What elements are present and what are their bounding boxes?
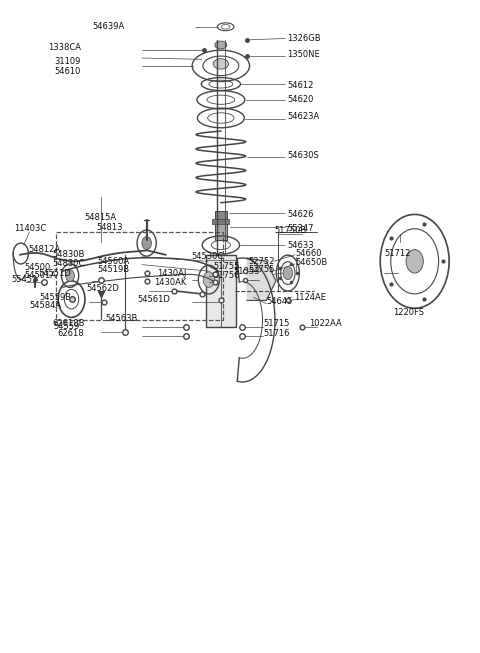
Bar [212,219,229,224]
Text: 62618: 62618 [58,328,84,338]
Text: 1338CA: 1338CA [48,43,81,52]
Text: 51750B: 51750B [275,225,307,234]
Text: 1430AK: 1430AK [154,278,186,287]
Text: 55451: 55451 [11,275,37,284]
Text: 52752: 52752 [248,257,275,266]
Text: 51755: 51755 [214,262,240,271]
Text: 54561D: 54561D [138,295,170,304]
Text: 51712: 51712 [384,249,411,258]
Bar [215,220,227,240]
Text: 54645: 54645 [266,297,293,306]
Text: 31109: 31109 [55,57,81,67]
Text: 54626: 54626 [287,210,313,219]
Text: 11403C: 11403C [14,224,47,233]
Text: 54584A: 54584A [30,301,62,310]
Text: 54500: 54500 [24,263,51,272]
Text: 54562D: 54562D [86,284,120,293]
Text: 54559B: 54559B [39,293,72,302]
Text: 1350NE: 1350NE [287,50,320,59]
Text: 1220FS: 1220FS [393,308,424,317]
Text: 54530C: 54530C [191,251,223,261]
Ellipse shape [215,41,227,49]
Text: 54660: 54660 [296,249,322,258]
Text: 1326GB: 1326GB [287,34,321,43]
Bar [205,255,236,326]
Text: 54551D: 54551D [39,268,72,278]
Text: 51853: 51853 [234,266,260,276]
Circle shape [66,270,74,281]
Circle shape [283,266,293,279]
Text: 51716: 51716 [263,328,289,338]
Text: 54815A: 54815A [84,212,117,221]
Text: 51715: 51715 [263,319,289,328]
Text: 54830C: 54830C [52,259,84,268]
Text: 51756: 51756 [214,271,240,280]
Text: 54612: 54612 [287,81,313,90]
Circle shape [142,236,152,249]
Text: 54830B: 54830B [52,250,84,259]
Text: 54559: 54559 [53,322,80,331]
Text: 54650B: 54650B [296,258,328,267]
Text: 54501A: 54501A [24,271,57,280]
Text: 54812A: 54812A [28,245,60,254]
Text: 1022AA: 1022AA [310,319,342,328]
Circle shape [406,249,423,273]
Text: 54563B: 54563B [105,314,137,323]
Text: 54620: 54620 [287,95,313,104]
Text: 54623A: 54623A [287,112,319,121]
Ellipse shape [213,59,228,69]
Text: 62618B: 62618B [52,319,84,328]
Text: 54560A: 54560A [98,257,130,266]
Bar [56,232,223,320]
Circle shape [203,272,215,287]
Text: 54630S: 54630S [287,151,319,160]
Bar [215,211,227,219]
Text: 55347: 55347 [287,224,313,233]
Text: 54639A: 54639A [92,22,124,31]
Polygon shape [247,258,276,300]
Text: 54633: 54633 [287,240,313,249]
Text: 1430AJ: 1430AJ [157,268,186,278]
Text: 54519B: 54519B [98,264,130,274]
Text: 54813: 54813 [96,223,123,232]
Text: 54610: 54610 [55,67,81,76]
Text: 1124AE: 1124AE [294,293,325,302]
Text: 52755: 52755 [248,264,275,274]
